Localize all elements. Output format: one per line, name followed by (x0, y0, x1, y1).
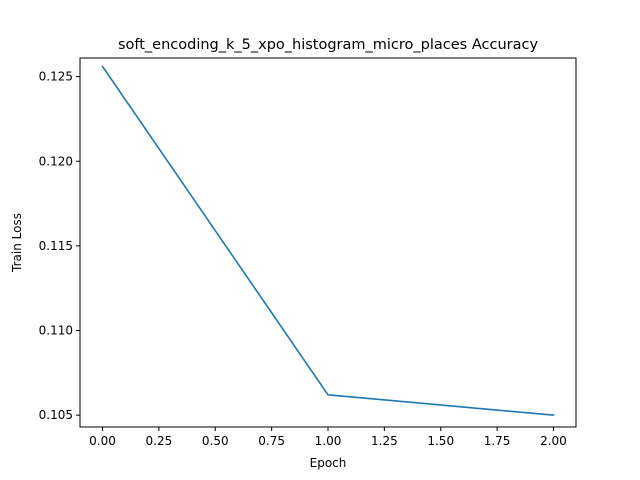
x-tick-label: 0.50 (202, 434, 229, 448)
x-axis-label: Epoch (310, 456, 347, 470)
y-tick-label: 0.110 (39, 324, 73, 338)
series-line (101, 65, 555, 417)
chart-title: soft_encoding_k_5_xpo_histogram_micro_pl… (118, 37, 539, 53)
x-tick-label: 1.75 (484, 434, 511, 448)
x-tick-label: 0.25 (146, 434, 173, 448)
y-tick-label: 0.105 (39, 408, 73, 422)
x-tick-label: 0.75 (258, 434, 285, 448)
y-tick-label: 0.125 (39, 70, 73, 84)
x-tick-label: 1.00 (315, 434, 342, 448)
x-tick-label: 1.50 (427, 434, 454, 448)
y-axis-ticks: 0.105 0.110 0.115 0.120 0.125 (39, 70, 80, 422)
y-tick-label: 0.120 (39, 154, 73, 168)
axes-frame (79, 57, 577, 428)
y-tick-label: 0.115 (39, 239, 73, 253)
plot-area (101, 65, 555, 417)
x-tick-label: 2.00 (540, 434, 567, 448)
x-tick-label: 1.25 (371, 434, 398, 448)
y-axis-label: Train Loss (10, 213, 24, 273)
x-tick-label: 0.00 (89, 434, 116, 448)
x-axis-ticks: 0.00 0.25 0.50 0.75 1.00 1.25 1.50 1.75 2.00 (89, 427, 567, 448)
